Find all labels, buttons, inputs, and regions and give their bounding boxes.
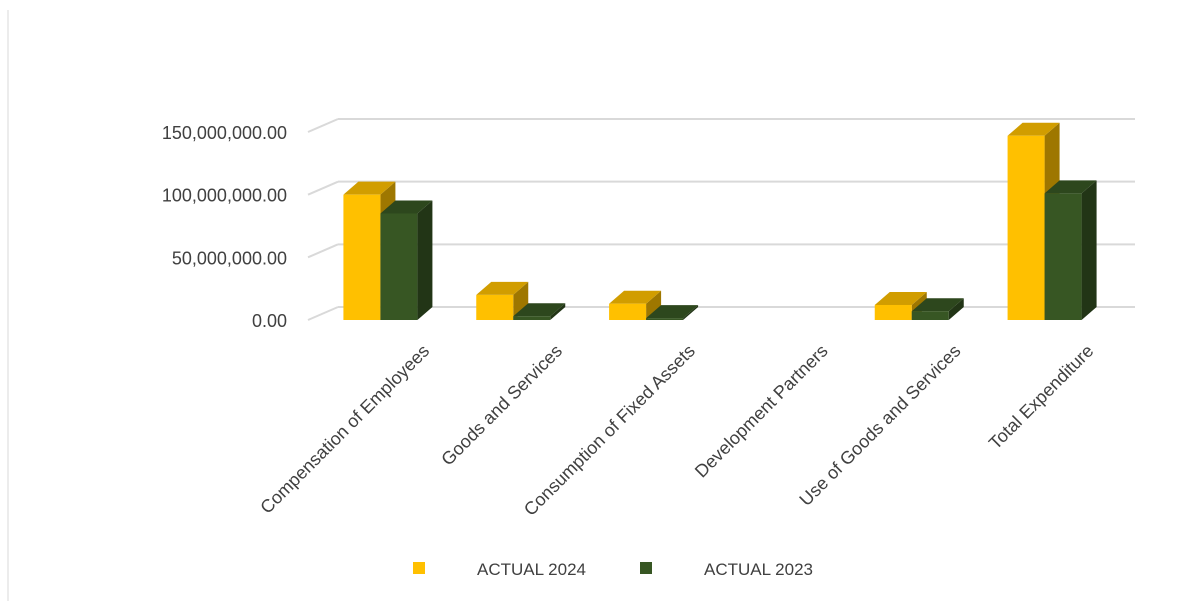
gridline-connector bbox=[307, 306, 339, 321]
bar-front bbox=[874, 304, 912, 320]
bar-top bbox=[911, 298, 964, 312]
gridline-connector bbox=[307, 180, 339, 196]
bar-top bbox=[380, 200, 433, 214]
bar-side bbox=[948, 298, 964, 320]
y-axis: 0.00 50,000,000.00 100,000,000.00 150,000,0… bbox=[162, 123, 287, 331]
x-category-label: Total Expenditure bbox=[985, 341, 1097, 453]
legend-label: ACTUAL 2024 bbox=[477, 560, 586, 579]
bar-front bbox=[1044, 193, 1082, 320]
bar-front bbox=[513, 316, 551, 320]
bar-front bbox=[646, 318, 684, 320]
legend-swatch bbox=[413, 562, 425, 574]
x-category-label: Compensation of Employees bbox=[256, 341, 433, 518]
gridline-connector bbox=[307, 243, 339, 259]
bar-top bbox=[874, 291, 927, 305]
bar-side bbox=[1081, 180, 1097, 320]
bar-front bbox=[343, 194, 381, 320]
bar-front bbox=[380, 213, 418, 320]
bars bbox=[343, 122, 1097, 320]
x-category-label: Development Partners bbox=[691, 341, 832, 482]
bar bbox=[911, 298, 964, 320]
y-tick-label: 100,000,000.00 bbox=[162, 186, 287, 206]
bar-side bbox=[550, 303, 566, 320]
y-tick-label: 50,000,000.00 bbox=[172, 248, 287, 268]
bar-front bbox=[1007, 135, 1045, 320]
legend-label: ACTUAL 2023 bbox=[704, 560, 813, 579]
bar-side bbox=[417, 200, 433, 320]
x-category-label: Use of Goods and Services bbox=[795, 341, 964, 510]
bar bbox=[380, 200, 433, 320]
bar-front bbox=[609, 303, 647, 320]
bar bbox=[1007, 122, 1060, 320]
x-axis: Compensation of Employees Goods and Servi… bbox=[256, 341, 1097, 520]
bar-side bbox=[646, 290, 662, 320]
bar-side bbox=[513, 281, 529, 320]
bar-top bbox=[609, 290, 662, 304]
grid-layer bbox=[307, 118, 1135, 321]
y-tick-label: 150,000,000.00 bbox=[162, 123, 287, 143]
bar-top bbox=[476, 281, 529, 295]
bar-top bbox=[513, 303, 566, 317]
bar bbox=[646, 305, 699, 320]
legend-swatch bbox=[640, 562, 652, 574]
bar-side bbox=[683, 305, 699, 320]
bar-top bbox=[343, 181, 396, 195]
gridline-connector bbox=[307, 118, 339, 133]
x-category-label: Goods and Services bbox=[437, 341, 566, 470]
bar bbox=[1044, 180, 1097, 320]
bar-top bbox=[1007, 122, 1060, 136]
bar-top bbox=[1044, 180, 1097, 194]
bar bbox=[513, 303, 566, 320]
bar-top bbox=[646, 305, 699, 319]
bar bbox=[476, 281, 529, 320]
y-tick-label: 0.00 bbox=[252, 311, 287, 331]
bar-front bbox=[476, 294, 514, 320]
bar bbox=[609, 290, 662, 320]
bar-front bbox=[911, 311, 949, 320]
legend: ACTUAL 2024 ACTUAL 2023 bbox=[413, 560, 813, 579]
